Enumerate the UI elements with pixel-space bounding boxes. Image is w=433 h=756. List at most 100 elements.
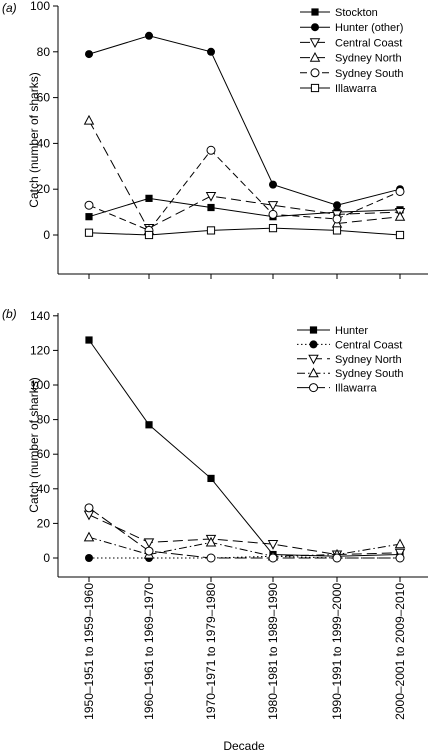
y-tick-label-a-1: 20: [37, 182, 51, 196]
data-point-b-2-0: [83, 510, 95, 521]
series-line-b-2-0: [88, 514, 401, 556]
y-tick-label-a-5: 100: [30, 0, 50, 13]
y-tick-label-b-0: 0: [43, 551, 50, 565]
legend-label-b-2: Sydney North: [335, 354, 402, 366]
legend-marker-a-1: [311, 23, 319, 32]
x-tick-label-3: 1980–1981 to 1989–1990: [266, 583, 280, 720]
legend-label-a-5: Illawarra: [335, 83, 377, 95]
y-axis-label-a: Catch (number of sharks): [27, 72, 41, 207]
data-point-a-5-3: [268, 224, 278, 233]
panel-label-b: (b): [2, 307, 17, 321]
series-line-a-2-0: [148, 195, 401, 229]
y-tick-label-b-7: 140: [30, 309, 50, 323]
legend-marker-b-3: [308, 367, 319, 378]
data-point-a-0-0: [85, 213, 93, 221]
data-point-a-3-5: [394, 211, 406, 221]
series-line-a-5-0: [88, 227, 401, 236]
y-tick-label-a-2: 40: [37, 136, 51, 150]
data-point-a-4-3: [268, 209, 278, 219]
series-line-b-4-0: [88, 507, 400, 559]
legend-marker-b-2: [308, 354, 319, 365]
data-point-a-4-0: [84, 200, 94, 210]
data-point-a-1-3: [269, 180, 277, 189]
data-point-b-0-2: [207, 474, 215, 483]
legend-label-a-4: Sydney South: [335, 68, 404, 80]
data-point-a-5-5: [395, 230, 405, 240]
series-line-b-1-0: [89, 555, 400, 559]
legend-marker-a-3: [309, 51, 321, 62]
data-point-a-0-1: [145, 194, 153, 202]
data-point-a-2-2: [205, 191, 217, 202]
data-point-a-1-1: [145, 31, 153, 40]
chart-panel-b: (b) Catch (number of sharks) 0 20 40 60 80 10…: [2, 307, 428, 720]
data-point-b-4-0: [84, 503, 94, 513]
legend-label-b-4: Illawarra: [335, 383, 377, 395]
legend-label-b-0: Hunter: [335, 325, 368, 337]
legend-marker-a-0: [311, 8, 319, 16]
x-tick-label-5: 2000–2001 to 2009–2010: [393, 583, 407, 720]
legend-marker-a-4: [310, 68, 320, 78]
data-point-a-5-1: [144, 230, 154, 240]
data-point-a-4-5: [395, 186, 405, 196]
y-tick-label-a-4: 80: [37, 45, 51, 59]
data-point-a-3-0: [83, 114, 95, 125]
legend-label-a-1: Hunter (other): [335, 22, 403, 34]
data-point-b-3-5: [394, 538, 406, 549]
legend-label-a-3: Sydney North: [335, 53, 402, 65]
y-axis-label-b: Catch (number of sharks): [27, 377, 41, 512]
x-tick-label-4: 1990–1991 to 1999–2000: [330, 583, 344, 720]
chart-panel-a: (a) Catch (number of sharks) 0 20 40 60 80 10…: [2, 0, 428, 279]
legend-marker-a-5: [310, 83, 320, 93]
data-point-b-4-2: [206, 553, 216, 563]
series-line-a-0-0: [88, 197, 401, 218]
data-point-b-3-2: [205, 536, 217, 547]
series-line-a-4-0: [88, 149, 401, 232]
series-b-4: [84, 503, 405, 563]
series-a-3: [83, 114, 406, 235]
data-point-b-1-0: [85, 554, 93, 562]
series-a-1: [85, 31, 404, 210]
data-point-b-0-1: [145, 421, 153, 429]
series-line-b-0-0: [88, 339, 401, 557]
data-point-a-1-0: [85, 50, 93, 59]
data-point-b-4-5: [395, 553, 405, 563]
legend-label-a-0: Stockton: [335, 7, 378, 19]
x-tick-label-1: 1960–1961 to 1969–1970: [142, 583, 156, 720]
series-line-b-3-0: [88, 536, 401, 557]
data-point-a-5-0: [84, 228, 94, 237]
data-point-b-2-5: [394, 548, 406, 559]
x-tick-label-2: 1970–1971 to 1979–1980: [204, 583, 218, 720]
legend-marker-a-2: [309, 38, 321, 49]
y-tick-label-b-6: 120: [30, 343, 50, 357]
y-tick-label-a-3: 60: [37, 91, 51, 105]
data-point-a-1-4: [333, 201, 341, 210]
legend-label-b-3: Sydney South: [335, 368, 404, 380]
series-a-5: [84, 224, 405, 240]
data-point-a-1-2: [207, 47, 215, 56]
data-point-b-4-3: [268, 553, 278, 563]
legend-marker-b-1: [309, 340, 318, 349]
y-tick-label-b-1: 20: [37, 516, 51, 530]
data-point-a-5-2: [206, 226, 216, 235]
legend-label-a-2: Central Coast: [335, 37, 402, 49]
data-point-a-5-4: [332, 226, 342, 235]
y-tick-label-b-5: 100: [30, 378, 50, 392]
y-tick-label-b-2: 40: [37, 482, 51, 496]
series-a-4: [84, 145, 405, 235]
legend-b: Hunter Central Coast Sydney North Sydney So…: [297, 325, 404, 395]
legend-marker-b-0: [309, 326, 318, 334]
data-point-a-4-4: [332, 214, 342, 224]
series-a-0: [85, 194, 404, 221]
data-point-b-3-0: [83, 531, 95, 542]
data-point-b-4-1: [144, 546, 154, 556]
legend-label-b-1: Central Coast: [335, 339, 402, 351]
y-tick-label-b-4: 80: [37, 413, 51, 427]
x-tick-label-0: 1950–1951 to 1959–1960: [82, 583, 96, 720]
x-axis-label: Decade: [223, 739, 265, 753]
series-line-a-1-0: [88, 35, 401, 206]
legend-marker-b-4: [309, 383, 318, 393]
data-point-b-4-4: [332, 553, 342, 563]
data-point-b-2-1: [143, 538, 155, 549]
data-point-a-2-3: [267, 201, 279, 211]
